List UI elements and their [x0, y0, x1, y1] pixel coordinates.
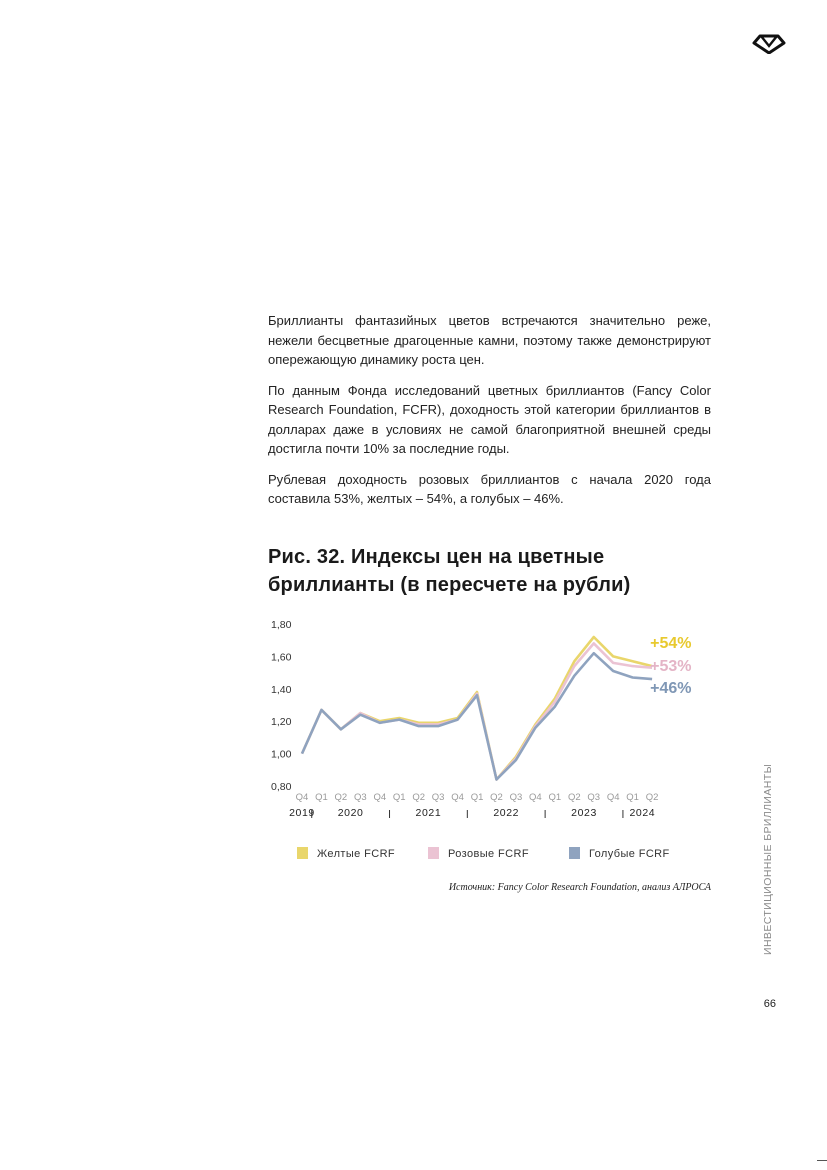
x-tick-label: Q2 — [568, 792, 581, 803]
paragraph-3: Рублевая доходность розовых бриллиантов … — [268, 471, 711, 507]
diamond-logo-icon — [752, 34, 786, 54]
legend-swatch — [569, 847, 580, 859]
corner-mark — [817, 1160, 827, 1161]
x-tick-label: Q1 — [393, 792, 406, 803]
y-tick-label: 1,40 — [271, 684, 292, 696]
legend-swatch — [297, 847, 308, 859]
x-tick-label: Q1 — [471, 792, 484, 803]
y-tick-label: 0,80 — [271, 781, 292, 793]
price-index-chart: 1,80 1,60 1,40 1,20 1,00 0,80 Q4 Q1 Q2 Q3 Q4 Q1 Q2 Q3… — [271, 619, 691, 860]
year-label: 2019 — [289, 807, 315, 819]
x-tick-label: Q4 — [296, 792, 309, 803]
x-tick-label: Q3 — [354, 792, 367, 803]
year-label: 2024 — [629, 807, 655, 819]
series-end-label: +46% — [650, 680, 691, 697]
x-tick-label: Q2 — [335, 792, 348, 803]
x-tick-label: Q2 — [412, 792, 425, 803]
paragraph-1: Бриллианты фантазийных цветов встречаютс… — [268, 313, 711, 367]
paragraph-2: По данным Фонда исследований цветных бри… — [268, 382, 711, 457]
y-tick-label: 1,20 — [271, 716, 292, 728]
legend-label: Желтые FCRF — [317, 848, 395, 860]
x-tick-label: Q4 — [529, 792, 542, 803]
year-label: 2021 — [416, 807, 442, 819]
figure-source: Источник: Fancy Color Research Foundatio… — [448, 882, 711, 893]
year-label: 2020 — [338, 807, 364, 819]
series-line — [300, 651, 653, 781]
y-tick-label: 1,60 — [271, 651, 292, 663]
page-number: 66 — [763, 998, 776, 1010]
figure-title: Рис. 32. Индексы цен на цветные бриллиан… — [268, 546, 631, 596]
x-tick-label: Q2 — [490, 792, 503, 803]
x-tick-label: Q1 — [315, 792, 328, 803]
year-label: 2023 — [571, 807, 597, 819]
y-tick-label: 1,80 — [271, 619, 292, 631]
x-tick-label: Q4 — [607, 792, 620, 803]
legend-label: Розовые FCRF — [448, 848, 529, 860]
x-tick-label: Q4 — [451, 792, 464, 803]
series-line — [300, 642, 653, 781]
x-tick-label: Q2 — [646, 792, 659, 803]
x-tick-label: Q3 — [587, 792, 600, 803]
x-tick-label: Q1 — [626, 792, 639, 803]
x-tick-label: Q1 — [549, 792, 562, 803]
x-tick-label: Q3 — [432, 792, 445, 803]
x-tick-label: Q3 — [510, 792, 523, 803]
legend-swatch — [428, 847, 439, 859]
series-end-label: +53% — [650, 658, 691, 675]
section-side-label: ИНВЕСТИЦИОННЫЕ БРИЛЛИАНТЫ — [762, 763, 774, 955]
body-text: Бриллианты фантазийных цветов встречаютс… — [268, 311, 711, 520]
series-end-label: +54% — [650, 635, 691, 652]
y-tick-label: 1,00 — [271, 749, 292, 761]
year-label: 2022 — [493, 807, 519, 819]
x-tick-label: Q4 — [373, 792, 386, 803]
legend-label: Голубые FCRF — [589, 848, 670, 860]
